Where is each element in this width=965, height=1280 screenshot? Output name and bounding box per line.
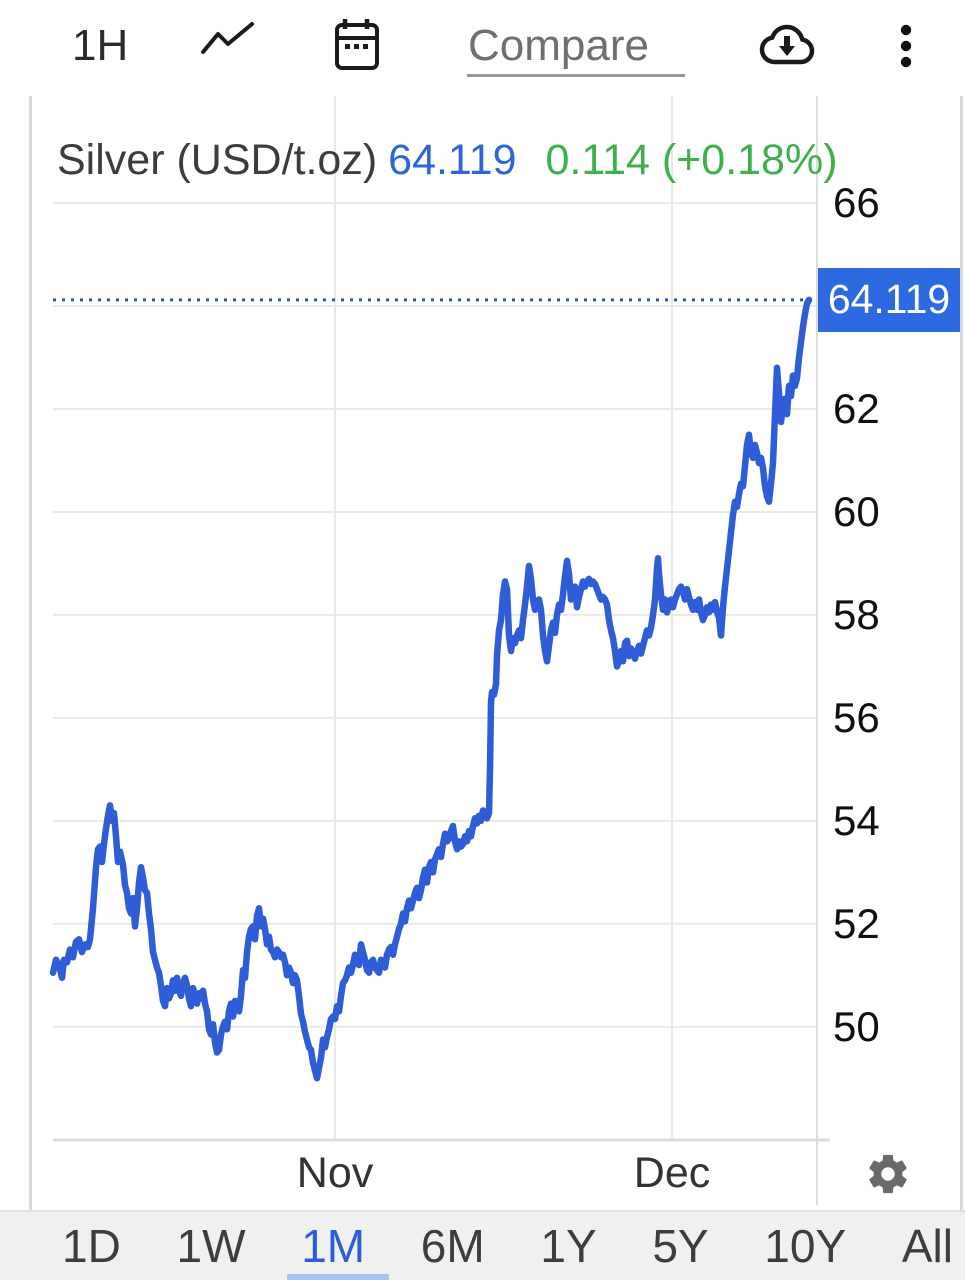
- y-axis-label: 58: [833, 590, 880, 638]
- range-tab-1y[interactable]: 1Y: [540, 1220, 597, 1272]
- interval-button[interactable]: 1H: [72, 21, 129, 70]
- selected-tab-indicator: [287, 1274, 389, 1280]
- price-change: 0.114 (+0.18%): [545, 136, 838, 184]
- calendar-icon[interactable]: [333, 17, 381, 71]
- right-edge-divider: [960, 0, 963, 1280]
- y-axis-label: 60: [833, 487, 880, 535]
- compare-underline: [467, 74, 685, 77]
- range-tab-all[interactable]: All: [901, 1220, 953, 1272]
- price-line-series: [49, 296, 813, 1082]
- last-price-axis-value: 64.119: [827, 276, 951, 323]
- y-axis-label: 56: [833, 693, 880, 741]
- range-tab-bar: 1D 1W 1M 6M 1Y 5Y 10Y All: [0, 1210, 965, 1280]
- x-axis-label: Nov: [296, 1149, 374, 1197]
- last-price-axis-flag: 64.119: [818, 267, 960, 332]
- y-axis-label: 62: [833, 385, 880, 432]
- range-tab-1w[interactable]: 1W: [176, 1220, 246, 1272]
- range-tab-10y[interactable]: 10Y: [764, 1220, 847, 1272]
- y-axis-label: 50: [833, 1002, 880, 1050]
- y-axis-label: 52: [833, 899, 880, 947]
- x-axis-label: Dec: [633, 1149, 711, 1197]
- line-chart-icon[interactable]: [200, 21, 256, 57]
- settings-gear-icon[interactable]: [865, 1151, 911, 1197]
- cloud-download-icon[interactable]: [757, 21, 819, 67]
- range-tab-5y[interactable]: 5Y: [652, 1220, 709, 1272]
- range-tab-1d[interactable]: 1D: [62, 1220, 121, 1272]
- overflow-menu-icon[interactable]: [899, 24, 913, 70]
- range-tab-6m[interactable]: 6M: [420, 1220, 485, 1272]
- instrument-name: Silver (USD/t.oz): [57, 136, 378, 184]
- last-price: 64.119: [388, 136, 517, 184]
- y-axis-label: 66: [833, 179, 880, 227]
- y-axis-label: 54: [833, 796, 880, 844]
- range-tab-1m[interactable]: 1M: [301, 1220, 366, 1272]
- left-edge-divider: [29, 0, 32, 1280]
- compare-button[interactable]: Compare: [468, 21, 649, 70]
- chart-toolbar: 1H Compare: [0, 0, 965, 96]
- quote-header: Silver (USD/t.oz) 64.119 0.114 (+0.18%): [57, 136, 838, 188]
